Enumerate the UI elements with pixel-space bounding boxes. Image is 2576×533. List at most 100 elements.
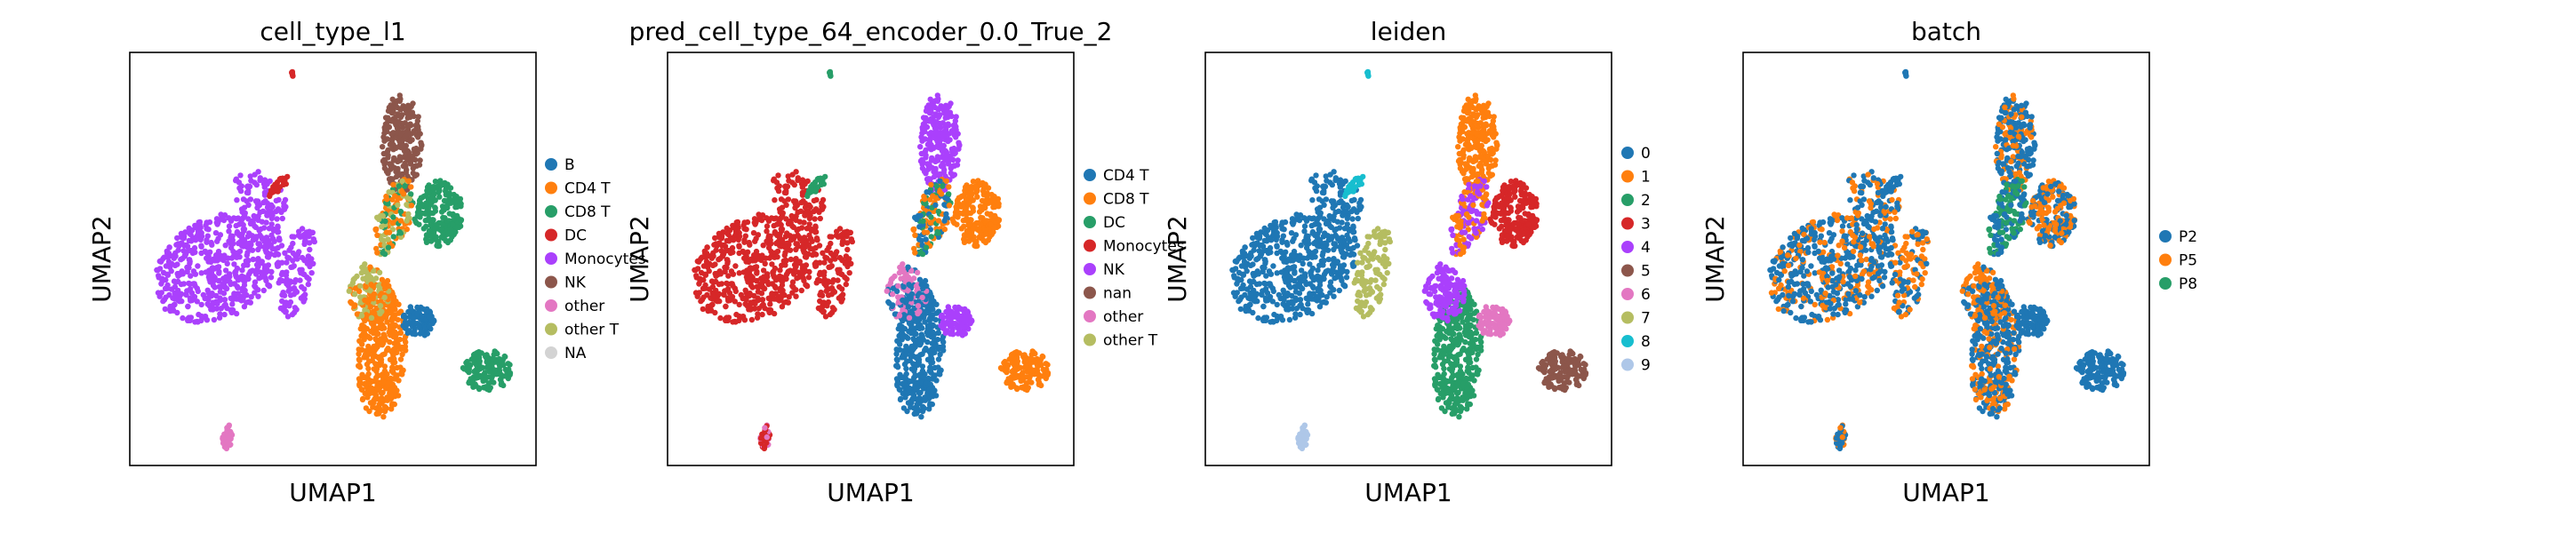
scatter-point <box>728 235 735 242</box>
scatter-point <box>920 159 927 166</box>
scatter-point <box>257 243 263 250</box>
scatter-point <box>465 367 472 373</box>
scatter-point <box>921 405 927 411</box>
scatter-point <box>732 298 738 305</box>
scatter-point <box>397 218 404 224</box>
scatter-point <box>428 222 434 228</box>
scatter-point <box>716 230 723 237</box>
scatter-point <box>454 203 460 211</box>
scatter-point <box>828 240 834 247</box>
legend-label: nan <box>1103 285 1132 303</box>
scatter-point <box>198 243 204 249</box>
legend-label: CD8 T <box>1103 191 1149 209</box>
scatter-point <box>895 282 901 290</box>
scatter-point <box>392 322 398 329</box>
scatter-point <box>194 298 200 305</box>
scatter-point <box>224 425 230 431</box>
scatter-point <box>1238 276 1244 283</box>
scatter-point <box>743 227 749 233</box>
scatter-point <box>296 228 302 235</box>
scatter-point <box>1286 316 1293 323</box>
scatter-point <box>709 262 716 268</box>
scatter-point <box>1306 215 1313 221</box>
scatter-point <box>258 259 264 266</box>
scatter-point <box>416 197 423 204</box>
scatter-point <box>226 238 232 244</box>
scatter-point <box>965 222 972 228</box>
scatter-point <box>419 329 425 335</box>
scatter-point <box>948 315 955 322</box>
scatter-point <box>1017 364 1023 370</box>
scatter-point <box>905 264 911 270</box>
scatter-point <box>1351 235 1358 242</box>
scatter-point <box>970 205 976 211</box>
scatter-point <box>187 295 194 301</box>
scatter-point <box>381 130 388 137</box>
scatter-point <box>458 201 464 207</box>
scatter-point <box>913 386 919 392</box>
scatter-point <box>389 137 396 143</box>
scatter-point <box>217 289 224 295</box>
scatter-point <box>419 203 425 210</box>
scatter-point <box>257 175 263 181</box>
scatter-point <box>268 187 275 194</box>
scatter-point <box>910 392 917 399</box>
scatter-point <box>203 222 209 228</box>
scatter-point <box>362 334 368 340</box>
scatter-point <box>365 370 372 378</box>
scatter-point <box>916 325 923 331</box>
scatter-point <box>1003 367 1010 373</box>
scatter-point <box>712 309 718 316</box>
scatter-point <box>395 158 401 164</box>
scatter-point <box>1316 262 1323 268</box>
scatter-point <box>167 307 173 314</box>
scatter-point <box>806 232 812 239</box>
scatter-point <box>235 215 242 221</box>
scatter-point <box>1340 212 1346 219</box>
scatter-point <box>239 288 245 294</box>
scatter-point <box>1253 290 1260 297</box>
scatter-point <box>386 282 392 290</box>
scatter-point <box>245 271 252 278</box>
scatter-point <box>906 314 913 321</box>
scatter-point <box>979 197 986 204</box>
scatter-point <box>260 180 268 187</box>
scatter-point <box>928 234 934 240</box>
scatter-point <box>960 211 966 217</box>
panel-title: pred_cell_type_64_encoder_0.0_True_2 <box>629 17 1113 46</box>
scatter-point <box>453 224 460 230</box>
scatter-point <box>163 276 169 283</box>
scatter-point <box>816 209 822 215</box>
scatter-point <box>162 306 168 313</box>
scatter-point <box>934 228 940 235</box>
x-axis-label: UMAP1 <box>827 478 915 507</box>
scatter-point <box>942 102 949 109</box>
scatter-point <box>211 316 218 323</box>
scatter-point <box>380 212 386 219</box>
scatter-point <box>970 225 976 231</box>
scatter-point <box>198 233 205 240</box>
scatter-point <box>809 251 816 259</box>
scatter-point <box>219 212 225 219</box>
scatter-point <box>377 396 383 402</box>
scatter-point <box>381 351 388 357</box>
scatter-point <box>770 290 776 298</box>
scatter-point <box>812 261 818 267</box>
scatter-point <box>384 196 390 203</box>
scatter-point <box>910 336 916 342</box>
scatter-point <box>408 203 415 209</box>
scatter-point <box>388 375 394 382</box>
scatter-point <box>988 212 994 219</box>
scatter-point <box>1246 302 1253 308</box>
scatter-point <box>729 244 736 251</box>
scatter-point <box>812 223 819 229</box>
scatter-point <box>445 230 452 236</box>
scatter-point <box>174 309 180 316</box>
scatter-point <box>903 365 909 372</box>
scatter-point <box>816 271 823 278</box>
scatter-point <box>394 129 400 136</box>
scatter-point <box>932 202 939 209</box>
scatter-point <box>1028 379 1035 386</box>
scatter-point <box>297 277 303 283</box>
